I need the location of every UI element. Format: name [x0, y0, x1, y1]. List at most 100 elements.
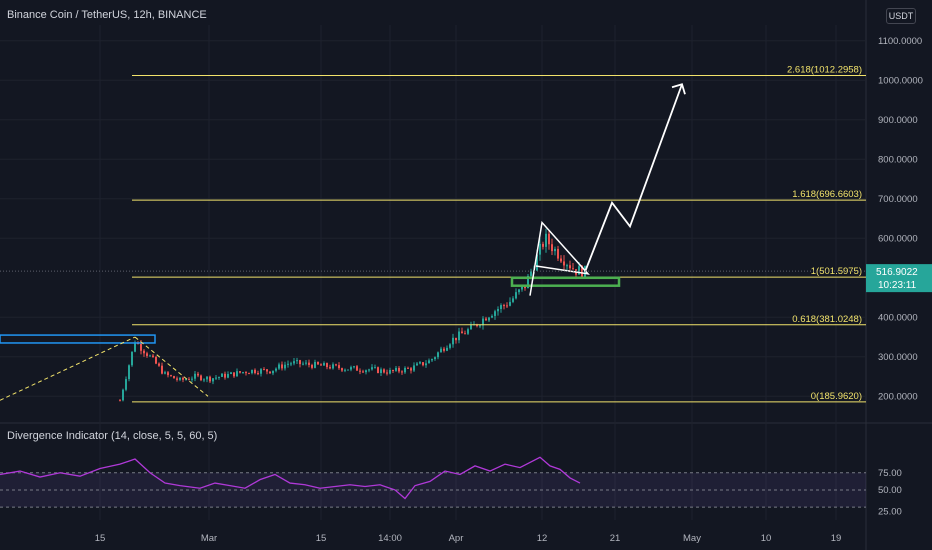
candle-body	[518, 289, 520, 293]
candle-body	[497, 309, 499, 312]
candle-body	[221, 373, 223, 377]
candle-body	[197, 373, 199, 376]
candle-body	[257, 373, 259, 375]
candle-body	[302, 363, 304, 365]
rsi-tick-label: 25.00	[878, 506, 902, 517]
price-tag-bg	[866, 264, 932, 293]
candle-body	[542, 243, 544, 247]
time-axis[interactable]: 15 Mar 15 14:00 Apr 12 21 May 10 19	[95, 533, 842, 544]
candle-body	[386, 372, 388, 374]
candle-body	[281, 364, 283, 369]
candle-body	[569, 265, 571, 269]
rsi-tick-label: 50.00	[878, 485, 902, 496]
candle-body	[401, 371, 403, 373]
time-tick-label: Apr	[449, 533, 464, 544]
candle-body	[470, 324, 472, 330]
candle-body	[305, 362, 307, 364]
candle-body	[443, 348, 445, 351]
drawing-annotations	[0, 83, 866, 401]
candle-body	[212, 378, 214, 382]
candle-body	[134, 343, 136, 352]
candle-body	[548, 233, 550, 245]
candle-body	[119, 400, 121, 402]
candle-body	[461, 331, 463, 334]
candle-body	[131, 351, 133, 366]
candle-body	[458, 331, 460, 341]
candle-body	[434, 357, 436, 360]
candle-body	[551, 244, 553, 252]
candle-body	[176, 378, 178, 380]
candle-body	[167, 372, 169, 376]
candle-body	[236, 371, 238, 377]
price-axis[interactable]: 1100.0000 1000.0000 900.0000 800.0000 700.00…	[878, 36, 923, 518]
candle-body	[554, 248, 556, 252]
countdown-label: 10:23:11	[878, 280, 917, 291]
candle-body	[245, 372, 247, 374]
candle-body	[350, 367, 352, 370]
candle-body	[557, 248, 559, 259]
candle-body	[185, 379, 187, 381]
candle-body	[329, 367, 331, 369]
candle-body	[284, 364, 286, 369]
candle-body	[128, 365, 130, 380]
candle-body	[485, 318, 487, 321]
candle-body	[383, 369, 385, 373]
rsi-line	[0, 456, 581, 500]
candle-body	[206, 376, 208, 380]
candle-body	[227, 374, 229, 378]
flag-pattern	[529, 220, 590, 296]
candle-body	[407, 367, 409, 369]
support-zone	[510, 276, 621, 287]
candle-body	[170, 375, 172, 377]
time-tick-label: 19	[831, 533, 842, 544]
candle-body	[122, 389, 124, 401]
candle-body	[422, 362, 424, 366]
candle-body	[218, 376, 220, 378]
candle-body	[335, 364, 337, 366]
candle-body	[248, 373, 250, 375]
candle-body	[200, 375, 202, 381]
projection-path	[584, 83, 683, 273]
candle-body	[452, 337, 454, 345]
candle-body	[194, 373, 196, 379]
candle-body	[479, 325, 481, 327]
resistance-zone	[0, 334, 156, 344]
candle-body	[389, 370, 391, 374]
price-tick-label: 200.0000	[878, 391, 918, 402]
candle-body	[500, 305, 502, 310]
candle-body	[278, 364, 280, 369]
candle-body	[296, 360, 298, 362]
candle-body	[524, 285, 526, 289]
fib-level-label: 0.618(381.0248)	[792, 314, 862, 325]
price-tick-label: 800.0000	[878, 154, 918, 165]
candle-body	[455, 337, 457, 341]
candle-body	[293, 361, 295, 364]
candle-body	[260, 369, 262, 374]
time-tick-label: 21	[610, 533, 621, 544]
candle-body	[395, 367, 397, 371]
candle-body	[164, 372, 166, 374]
candle-body	[362, 371, 364, 373]
candle-body	[410, 368, 412, 371]
candle-body	[416, 363, 418, 366]
candle-body	[491, 315, 493, 318]
candle-body	[356, 366, 358, 371]
fib-level-label: 1.618(696.6603)	[792, 189, 862, 200]
price-tick-label: 1000.0000	[878, 75, 923, 86]
candle-body	[488, 317, 490, 321]
candle-body	[398, 367, 400, 372]
candle-body	[299, 360, 301, 365]
candle-body	[344, 369, 346, 371]
current-price-tag: 516.9022 10:23:11	[866, 264, 932, 293]
price-tick-label: 400.0000	[878, 312, 918, 323]
fib-level-label: 0(185.9620)	[811, 391, 862, 402]
candle-body	[275, 368, 277, 371]
candle-body	[314, 361, 316, 368]
candle-body	[566, 265, 568, 267]
candle-body	[308, 362, 310, 365]
candle-body	[572, 268, 574, 270]
candle-body	[560, 258, 562, 262]
currency-button[interactable]: USDT	[886, 8, 916, 24]
